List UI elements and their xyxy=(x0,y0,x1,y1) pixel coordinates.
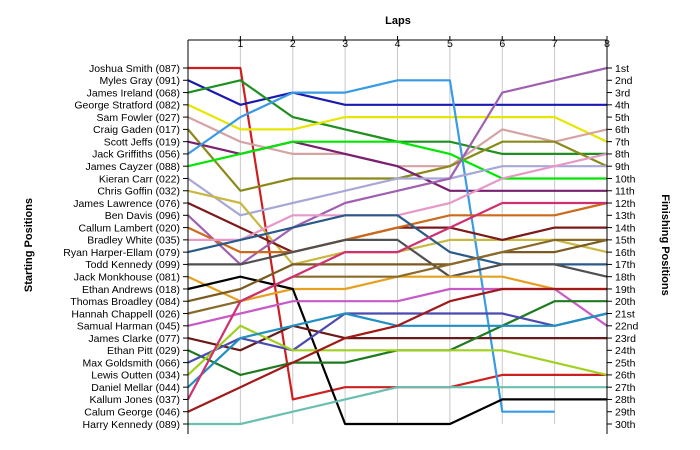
series-line-4 xyxy=(187,103,608,143)
series-line-9 xyxy=(187,140,607,180)
starting-position-labels: Joshua Smith (087)Myles Gray (091)James … xyxy=(63,63,188,431)
lap-tick-label-2: 2 xyxy=(290,38,296,50)
starting-label-2: Myles Gray (091) xyxy=(99,75,180,87)
finishing-label-3rd: 3rd xyxy=(615,87,630,99)
finishing-label-1st: 1st xyxy=(615,63,629,75)
finishing-label-4th: 4th xyxy=(615,100,630,112)
series-line-10 xyxy=(187,165,607,217)
right-axis-title: Finishing Positions xyxy=(659,194,671,295)
finishing-label-18th: 18th xyxy=(615,271,636,283)
lap-tick-label-7: 7 xyxy=(552,38,558,50)
starting-label-28: Kallum Jones (037) xyxy=(90,394,180,406)
starting-label-19: Ethan Andrews (018) xyxy=(82,284,180,296)
finishing-label-28th: 28th xyxy=(615,394,636,406)
finishing-label-30th: 30th xyxy=(615,419,636,431)
finishing-label-10th: 10th xyxy=(615,173,636,185)
starting-label-3: James Ireland (068) xyxy=(87,87,180,99)
starting-label-24: Ethan Pitt (029) xyxy=(107,345,180,357)
lap-tick-label-3: 3 xyxy=(342,38,348,50)
starting-label-8: Jack Griffiths (056) xyxy=(92,149,180,161)
starting-label-10: Kieran Carr (022) xyxy=(99,173,180,185)
starting-label-16: Ryan Harper-Ellam (079) xyxy=(63,247,180,259)
starting-label-30: Harry Kennedy (089) xyxy=(83,419,180,431)
left-axis-title: Starting Positions xyxy=(23,198,35,292)
series-line-2 xyxy=(187,79,607,106)
starting-label-13: Ben Davis (096) xyxy=(105,210,180,222)
finishing-label-15th: 15th xyxy=(615,235,636,247)
lap-tick-label-1: 1 xyxy=(237,38,243,50)
finishing-label-2nd: 2nd xyxy=(615,75,633,87)
starting-label-23: James Clarke (077) xyxy=(88,333,180,345)
finishing-label-21st: 21st xyxy=(615,308,635,320)
finishing-label-23rd: 23rd xyxy=(615,333,636,345)
finishing-label-22nd: 22nd xyxy=(615,321,639,333)
finishing-position-labels: 1st2nd3rd4th5th6th7th8th9th10th11th12th1… xyxy=(607,63,639,431)
finishing-label-6th: 6th xyxy=(615,124,630,136)
series-line-29 xyxy=(187,287,607,413)
starting-label-7: Scott Jeffs (019) xyxy=(104,136,180,148)
starting-label-26: Lewis Outten (034) xyxy=(91,370,180,382)
starting-label-9: James Cayzer (088) xyxy=(85,161,180,173)
series-line-25 xyxy=(187,312,608,364)
starting-label-18: Jack Monkhouse (081) xyxy=(74,271,180,283)
finishing-label-19th: 19th xyxy=(615,284,636,296)
starting-label-29: Calum George (046) xyxy=(84,407,180,419)
finishing-label-29th: 29th xyxy=(615,407,636,419)
starting-label-25: Max Goldsmith (066) xyxy=(83,357,180,369)
starting-label-27: Daniel Mellar (044) xyxy=(91,382,180,394)
series-lines xyxy=(187,66,608,426)
finishing-label-26th: 26th xyxy=(615,370,636,382)
finishing-label-20th: 20th xyxy=(615,296,636,308)
lap-tick-label-5: 5 xyxy=(447,38,453,50)
grid-lines xyxy=(239,40,608,424)
starting-label-12: James Lawrence (076) xyxy=(73,198,180,210)
finishing-label-7th: 7th xyxy=(615,136,630,148)
finishing-label-13th: 13th xyxy=(615,210,636,222)
starting-label-14: Callum Lambert (020) xyxy=(78,222,180,234)
finishing-label-12th: 12th xyxy=(615,198,636,210)
finishing-label-8th: 8th xyxy=(615,149,630,161)
lap-tick-label-8: 8 xyxy=(604,38,610,50)
lap-tick-labels: 1 2 3 4 5 6 7 8 xyxy=(237,36,610,50)
x-axis-title: Laps xyxy=(385,15,411,27)
starting-label-22: Samual Harman (045) xyxy=(77,321,180,333)
finishing-label-24th: 24th xyxy=(615,345,636,357)
series-line-30 xyxy=(188,386,607,426)
lap-tick-label-4: 4 xyxy=(395,38,401,50)
finishing-label-9th: 9th xyxy=(615,161,630,173)
finishing-label-16th: 16th xyxy=(615,247,636,259)
starting-label-15: Bradley White (035) xyxy=(87,235,180,247)
finishing-label-5th: 5th xyxy=(615,112,630,124)
starting-label-11: Chris Goffin (032) xyxy=(97,186,180,198)
lap-tick-label-6: 6 xyxy=(499,38,505,50)
starting-label-5: Sam Fowler (027) xyxy=(97,112,180,124)
starting-label-4: George Stratford (082) xyxy=(74,100,180,112)
series-line-14 xyxy=(187,201,608,254)
series-line-28 xyxy=(187,201,607,400)
finishing-label-17th: 17th xyxy=(615,259,636,271)
series-line-8 xyxy=(187,79,555,413)
starting-label-21: Hannah Chappell (026) xyxy=(71,308,180,320)
series-line-20 xyxy=(187,238,608,303)
series-line-17 xyxy=(188,238,608,278)
finishing-label-11th: 11th xyxy=(615,186,635,198)
starting-label-1: Joshua Smith (087) xyxy=(89,63,180,75)
finishing-label-14th: 14th xyxy=(615,222,636,234)
starting-label-6: Craig Gaden (017) xyxy=(93,124,180,136)
finishing-label-25th: 25th xyxy=(615,357,636,369)
starting-label-17: Todd Kennedy (099) xyxy=(85,259,180,271)
finishing-label-27th: 27th xyxy=(615,382,636,394)
starting-label-20: Thomas Broadley (084) xyxy=(70,296,180,308)
